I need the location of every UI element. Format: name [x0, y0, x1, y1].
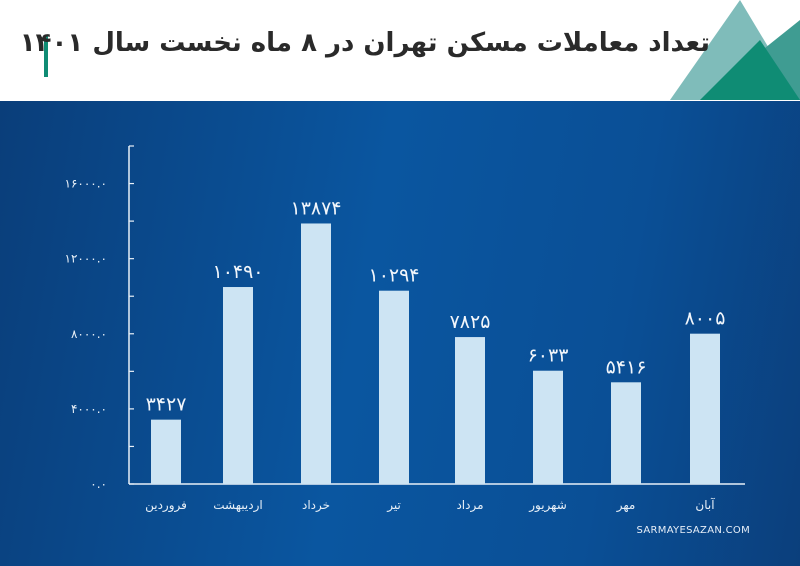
x-tick-label: اردیبهشت: [213, 498, 262, 513]
y-tick-label: ۴۰۰۰.۰: [71, 402, 107, 416]
data-label: ۸۰۰۵: [685, 308, 726, 330]
y-tick-label: ۱۲۰۰۰.۰: [65, 252, 108, 266]
x-tick-label: فروردین: [145, 498, 187, 513]
site-footer: SARMAYESAZAN.COM: [636, 525, 750, 536]
bar: [690, 333, 720, 484]
data-label: ۱۰۲۹۴: [368, 265, 419, 287]
page-title: تعداد معاملات مسکن تهران در ۸ ماه نخست س…: [19, 28, 710, 58]
bar: [611, 382, 641, 484]
data-label: ۱۳۸۷۴: [290, 197, 341, 219]
x-tick-label: مرداد: [456, 498, 483, 513]
bar: [455, 337, 485, 484]
y-tick-label: ۰.۰: [90, 477, 107, 491]
y-tick-label: ۸۰۰۰.۰: [71, 327, 107, 341]
x-tick-label: تیر: [386, 498, 401, 513]
title-accent-bar: [44, 35, 48, 77]
bar: [533, 370, 563, 484]
bar: [151, 419, 181, 484]
y-tick-label: ۱۶۰۰۰.۰: [65, 177, 108, 191]
data-label: ۱۰۴۹۰: [212, 261, 263, 283]
decorative-triangles: [670, 0, 800, 100]
data-label: ۵۴۱۶: [606, 356, 647, 378]
data-label: ۶۰۳۳: [528, 345, 569, 367]
bar: [379, 290, 409, 484]
x-tick-label: مهر: [616, 498, 636, 513]
x-tick-label: خرداد: [302, 498, 330, 513]
bar: [301, 223, 331, 484]
data-label: ۷۸۲۵: [450, 311, 491, 333]
bar: [223, 287, 253, 484]
x-tick-label: شهریور: [528, 498, 567, 513]
header: تعداد معاملات مسکن تهران در ۸ ماه نخست س…: [0, 0, 800, 100]
x-tick-label: آبان: [695, 497, 715, 512]
data-label: ۳۴۲۷: [146, 394, 187, 416]
